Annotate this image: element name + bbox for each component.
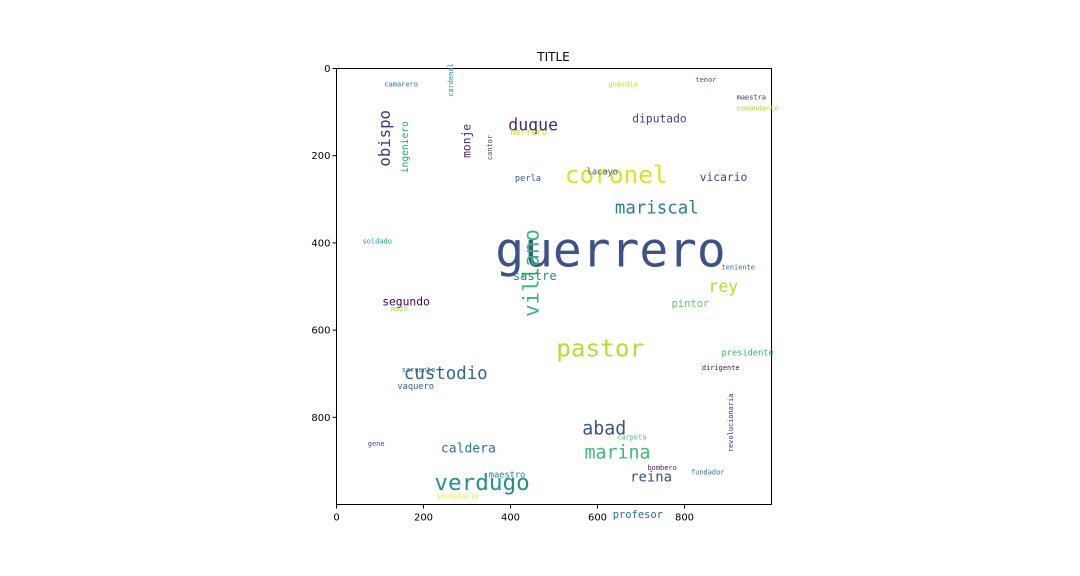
word-perla: perla [515, 174, 541, 184]
word-abad: abad [582, 418, 626, 439]
y-tick-label: 0 [324, 64, 330, 75]
word-maestro: maestro [489, 470, 526, 480]
word-monje: monje [461, 124, 474, 158]
word-layer: guerrero coronel pastor verdugo villano custo… [363, 63, 779, 521]
word-guardia: guardia [608, 80, 637, 88]
y-tick-label: 200 [311, 151, 330, 162]
word-marina: marina [585, 442, 651, 463]
word-comandante: comandante [737, 104, 779, 112]
y-axis-ticks: 0 200 400 600 800 [311, 64, 337, 424]
word-presidente: presidente [722, 348, 774, 358]
word-custodio: custodio [404, 364, 488, 384]
word-caldera: caldera [441, 441, 496, 456]
y-tick-label: 600 [311, 326, 330, 337]
word-bombero: bombero [648, 464, 677, 472]
word-segundo: segundo [382, 295, 430, 308]
word-ingeniero: ingeniero [400, 121, 411, 173]
word-sastre: sastre [513, 269, 557, 283]
word-vaquero: vaquero [397, 382, 434, 392]
word-lacayo: lacayo [587, 167, 618, 177]
word-verdugo: verdugo [434, 470, 529, 496]
word-fundador: fundador [691, 468, 725, 476]
word-coronel: coronel [565, 160, 668, 189]
y-tick-label: 400 [311, 238, 330, 249]
word-vicario: vicario [700, 171, 748, 184]
word-cantor: cantor [486, 135, 494, 160]
word-revolucionaria: revolucionaria [727, 394, 735, 453]
word-carpeta: carpeta [617, 433, 646, 441]
word-teniente: teniente [722, 263, 756, 271]
chart-title: TITLE [537, 50, 570, 64]
word-obispo: obispo [375, 110, 394, 167]
word-tenor: tenor [695, 76, 716, 84]
word-pastor: pastor [556, 333, 644, 362]
x-tick-label: 0 [333, 513, 339, 524]
x-tick-label: 400 [501, 513, 520, 524]
word-cardenal: cardenal [447, 63, 455, 97]
word-mozo: mozo [391, 305, 408, 313]
word-maestra: maestra [737, 93, 766, 101]
word-camarero: camarero [384, 80, 418, 88]
x-tick-label: 600 [588, 513, 607, 524]
word-profesor: profesor [613, 509, 663, 521]
word-diputado: diputado [632, 112, 687, 125]
y-tick-label: 800 [311, 413, 330, 424]
x-axis-ticks: 0 200 400 600 800 [333, 504, 694, 524]
word-pintor: pintor [672, 298, 710, 310]
word-dirigente: dirigente [702, 364, 740, 372]
word-reina: reina [630, 469, 672, 485]
word-herrero: herrero [511, 128, 548, 138]
word-rey: rey [708, 277, 738, 296]
word-mariscal: mariscal [615, 199, 699, 219]
word-gene: gene [368, 440, 385, 448]
word-guerrero: guerrero [495, 223, 725, 278]
plot-area [336, 68, 772, 505]
word-sargento: sargento [402, 366, 436, 374]
word-secretario: secretario [437, 492, 479, 500]
x-tick-label: 200 [414, 513, 433, 524]
word-villano: villano [520, 229, 544, 317]
word-duque: duque [508, 116, 558, 135]
word-soldado: soldado [363, 237, 392, 245]
x-tick-label: 800 [675, 513, 694, 524]
